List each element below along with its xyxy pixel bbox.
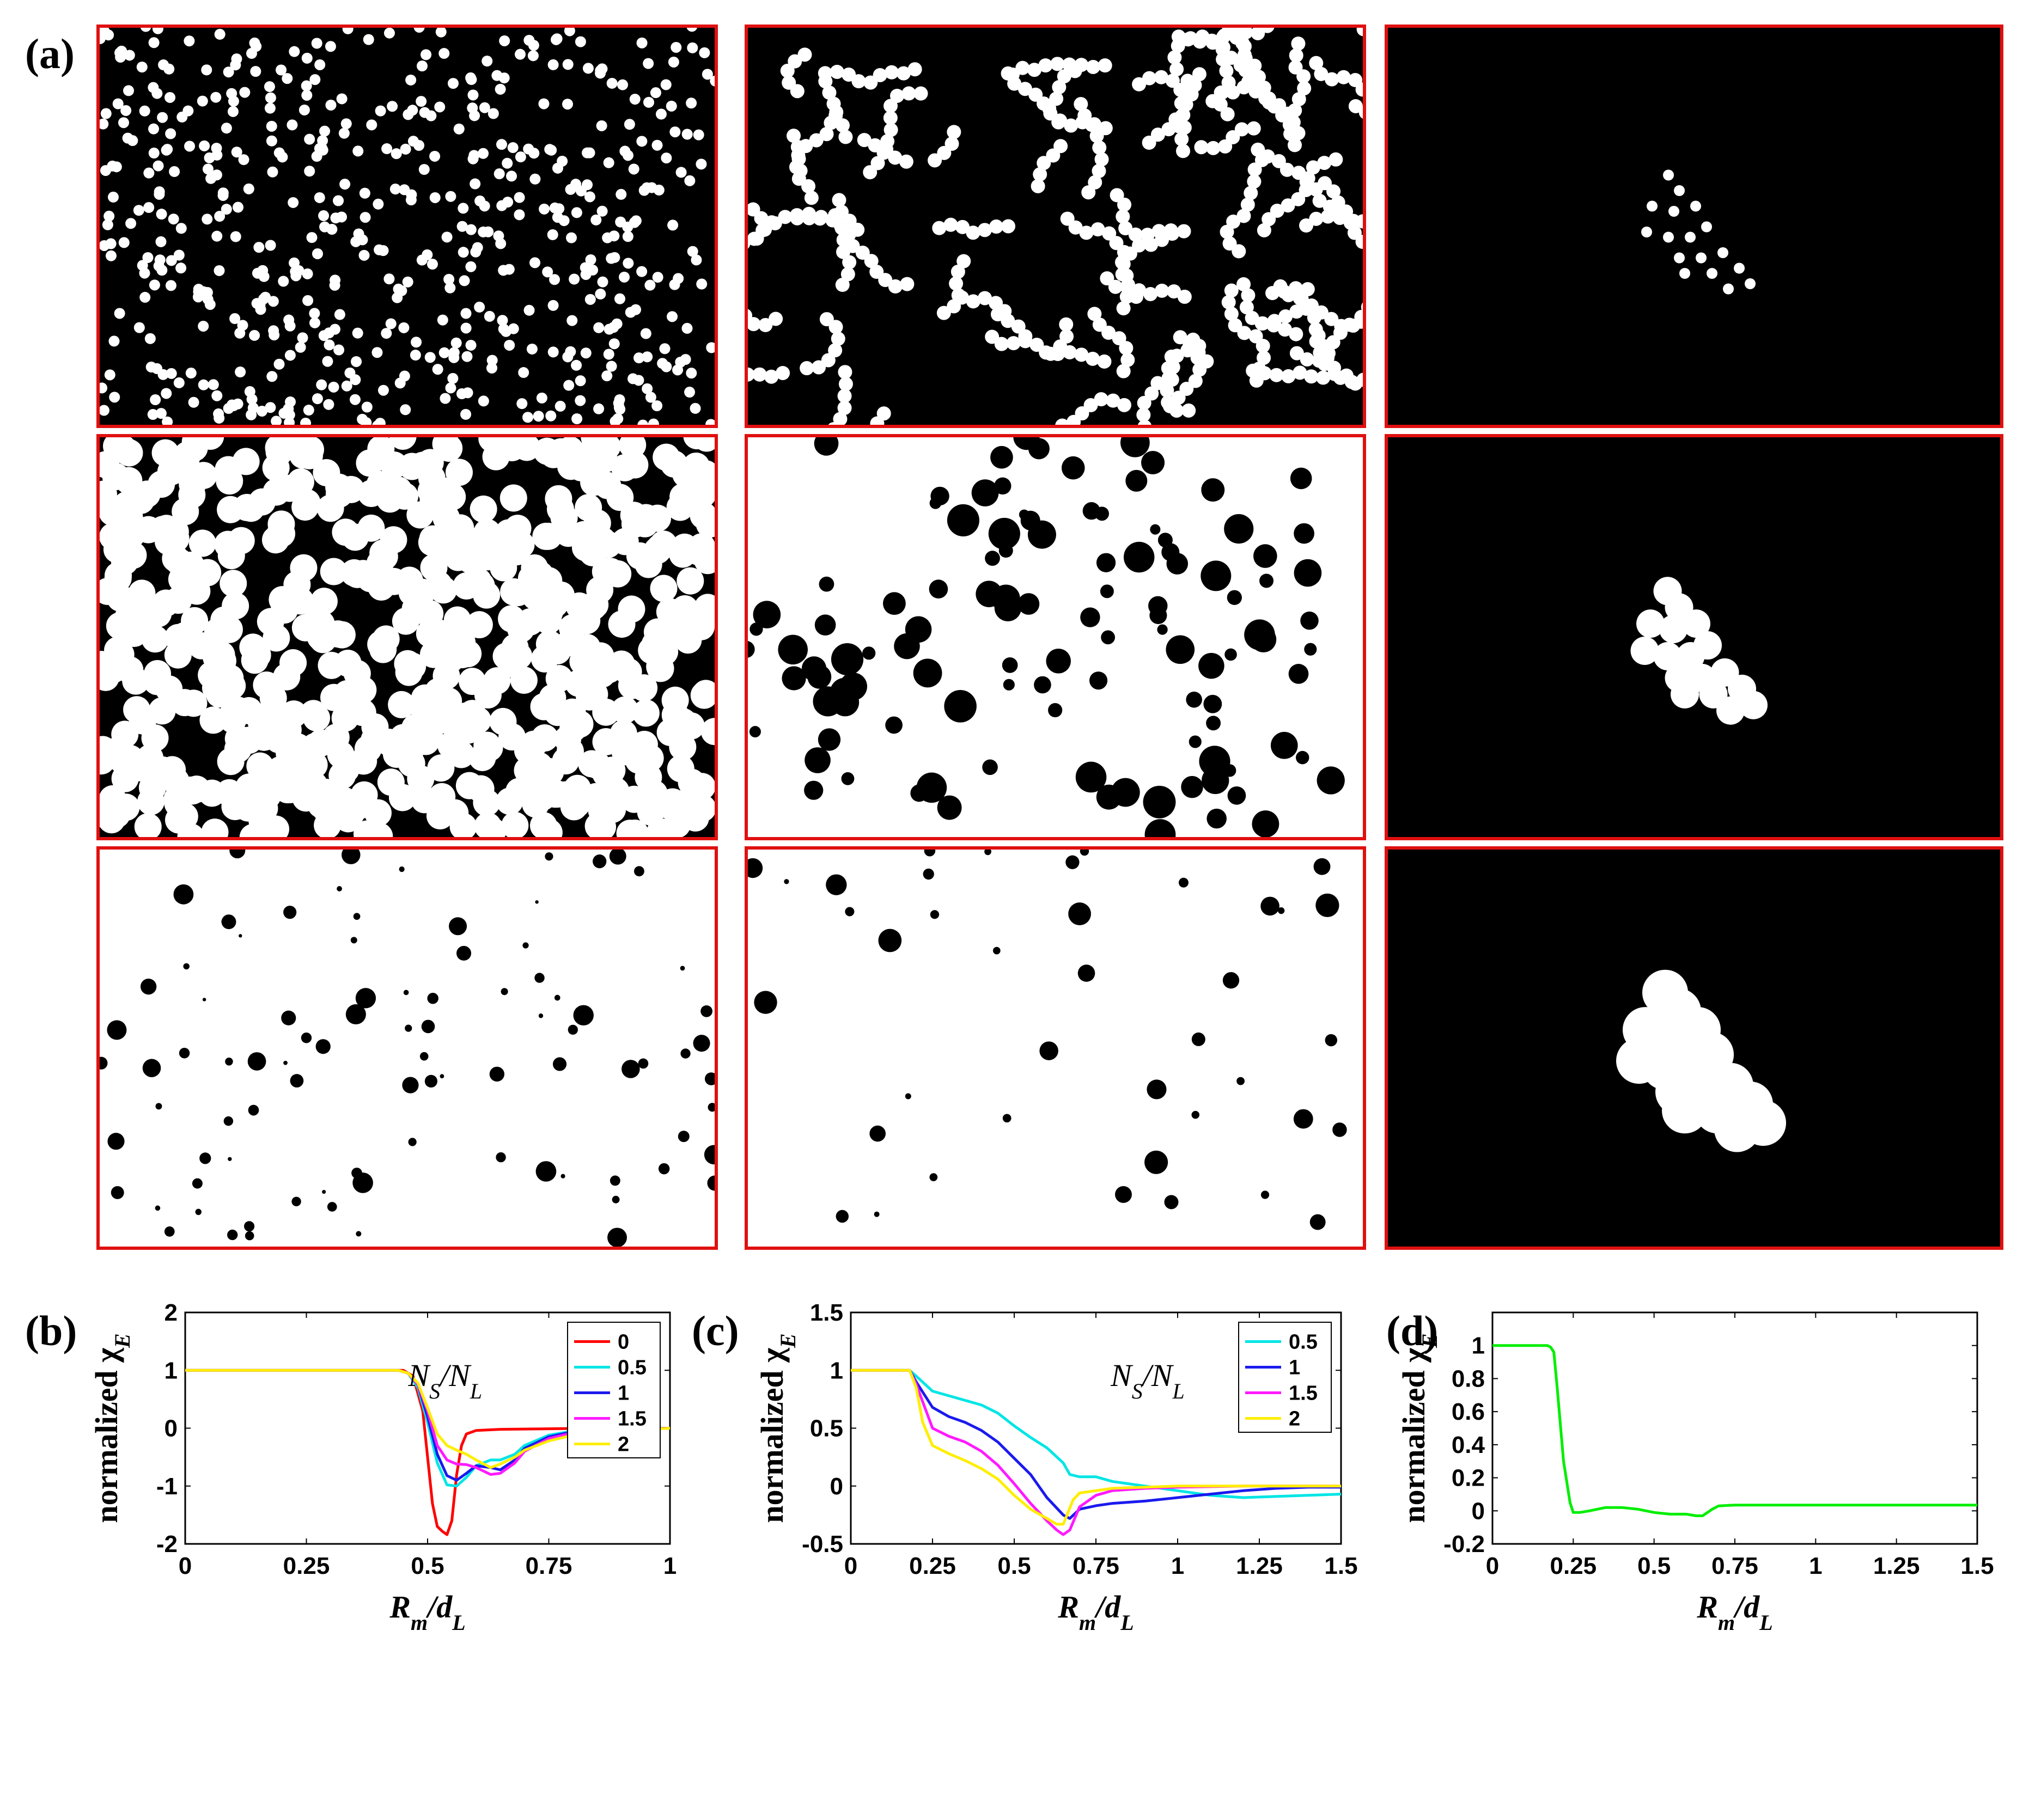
ratio-annotation: NS/NL <box>1110 1358 1185 1403</box>
panel-frame <box>745 434 1366 840</box>
y-tick-label: 1 <box>1472 1333 1485 1359</box>
chart-c: 0 0.25 0.5 0.75 1 1.25 1.5-0.500.511.5Rm/dLnor… <box>754 1299 1358 1635</box>
y-tick-label: 1 <box>164 1357 178 1384</box>
micrograph-panel-r1c3 <box>1385 25 2003 428</box>
x-tick-label: 0.5 <box>411 1553 444 1579</box>
legend-label: 0.5 <box>618 1357 647 1379</box>
x-tick-label: 0.5 <box>997 1553 1031 1579</box>
y-tick-label: -2 <box>156 1531 178 1558</box>
x-tick-label: 1 <box>1809 1553 1822 1579</box>
legend: 0 0.5 1 1.52 <box>567 1322 661 1458</box>
x-tick-label: 1.25 <box>1236 1553 1283 1579</box>
y-tick-label: 1.5 <box>810 1299 843 1326</box>
y-tick-label: -0.2 <box>1443 1531 1485 1558</box>
legend-label: 1 <box>1289 1357 1300 1379</box>
legend-label: 0 <box>618 1331 629 1354</box>
x-tick-label: 1 <box>1171 1553 1184 1579</box>
micrograph-panel-r2c2 <box>745 434 1366 840</box>
micrograph-panel-r2c3 <box>1385 434 2003 840</box>
x-tick-label: 1 <box>663 1553 677 1579</box>
panel-frame <box>1385 846 2003 1250</box>
panel-label-c: (c) <box>692 1307 739 1354</box>
legend-label: 1 <box>618 1382 629 1405</box>
chart-b: 0 0.25 0.5 0.75 1 -2 -1 0 1 2 Rm/dL normalized χE NS… <box>89 1299 677 1635</box>
legend-label: 2 <box>618 1433 629 1456</box>
y-axis-label: normalized χE <box>754 1333 800 1523</box>
x-tick-label: 0.25 <box>909 1553 956 1579</box>
panel-label-b: (b) <box>25 1307 77 1354</box>
series-line-2 <box>185 1369 671 1469</box>
series-line-2 <box>851 1369 1341 1526</box>
y-tick-label: 0 <box>1472 1498 1485 1524</box>
x-tick-label: 0.25 <box>1550 1553 1597 1579</box>
series-line-0.5 <box>185 1369 671 1488</box>
y-tick-label: 1 <box>830 1357 843 1384</box>
micrograph-panel-r3c1 <box>96 846 718 1250</box>
x-tick-label: 0.75 <box>1073 1553 1119 1579</box>
series-line-1 <box>851 1369 1341 1520</box>
y-tick-label: 0.6 <box>1452 1398 1485 1425</box>
series-line-0 <box>185 1369 670 1536</box>
x-axis-label: Rm/dL <box>1696 1589 1772 1635</box>
panel-frame <box>96 434 718 840</box>
legend-label: 2 <box>1289 1408 1300 1431</box>
panel-frame <box>96 25 718 428</box>
y-axis-label: normalized χE <box>1396 1333 1442 1523</box>
panel-label-d: (d) <box>1386 1307 1438 1354</box>
series-line-0.5 <box>851 1369 1342 1499</box>
y-tick-label: 0.5 <box>810 1415 843 1442</box>
panel-frame <box>1385 434 2003 840</box>
x-tick-label: 0.75 <box>1711 1553 1758 1579</box>
y-tick-label: -0.5 <box>802 1531 843 1558</box>
micrograph-panel-r3c2 <box>745 846 1366 1250</box>
legend-label: 0.5 <box>1289 1331 1318 1354</box>
y-tick-label: 0 <box>164 1415 178 1442</box>
panel-frame <box>745 846 1366 1250</box>
micrograph-panel-r1c1 <box>96 25 718 428</box>
x-tick-label: 0.25 <box>283 1553 330 1579</box>
x-tick-label: 0 <box>844 1553 857 1579</box>
legend-label: 1.5 <box>618 1408 647 1431</box>
chart-d: 0 0.25 0.5 0.75 1 1.25 1.5-0.200.20.40.60.81Rm… <box>1396 1311 1994 1635</box>
micrograph-panel-r2c1 <box>96 434 718 840</box>
x-tick-label: 0 <box>179 1553 192 1579</box>
y-tick-label: -1 <box>156 1473 178 1500</box>
y-tick-label: 0.8 <box>1452 1365 1485 1392</box>
x-axis-label: Rm/dL <box>1057 1589 1134 1635</box>
y-axis-label: normalized χE <box>89 1333 135 1523</box>
y-tick-label: 0.4 <box>1452 1432 1485 1458</box>
micrograph-grid <box>96 25 2003 1250</box>
panel-label-a: (a) <box>25 30 75 77</box>
micrograph-panel-r3c3 <box>1385 846 2003 1250</box>
panel-frame <box>96 846 718 1250</box>
micrograph-panel-r1c2 <box>745 25 1366 428</box>
x-tick-label: 1.5 <box>1324 1553 1357 1579</box>
legend: 0.5 1 1.5 2 <box>1238 1322 1332 1433</box>
x-axis-label: Rm/dL <box>389 1589 465 1635</box>
panel-frame <box>1385 25 2003 428</box>
x-tick-label: 0.5 <box>1637 1553 1671 1579</box>
series-line-main <box>1492 1344 1977 1517</box>
y-tick-label: 0.2 <box>1452 1465 1485 1492</box>
legend-label: 1.5 <box>1289 1382 1318 1405</box>
x-tick-label: 1.5 <box>1960 1553 1994 1579</box>
plot-frame-d <box>1491 1311 1978 1545</box>
y-tick-label: 0 <box>830 1473 843 1500</box>
panel-frame <box>745 25 1366 428</box>
x-tick-label: 1.25 <box>1873 1553 1920 1579</box>
x-tick-label: 0.75 <box>526 1553 572 1579</box>
x-tick-label: 0 <box>1486 1553 1499 1579</box>
ratio-annotation: NS/NL <box>407 1358 482 1403</box>
series-line-1.5 <box>851 1369 1341 1536</box>
y-tick-label: 2 <box>164 1299 178 1326</box>
